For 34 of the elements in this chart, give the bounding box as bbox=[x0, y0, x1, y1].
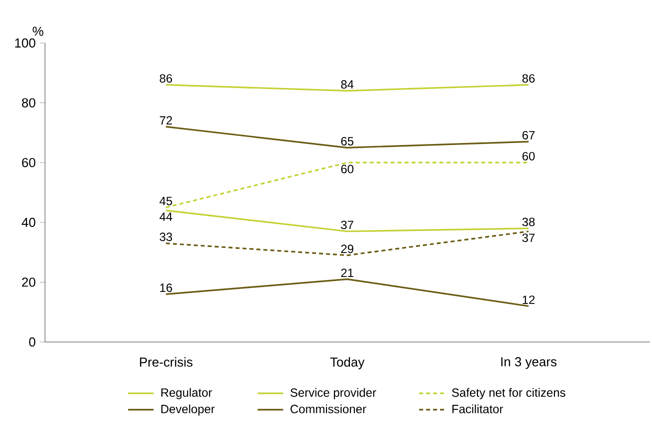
data-label: 37 bbox=[522, 234, 535, 242]
y-tick-label: 0 bbox=[29, 337, 36, 347]
data-label: 65 bbox=[341, 136, 354, 146]
data-label: 16 bbox=[160, 284, 172, 292]
data-label: 44 bbox=[160, 212, 172, 221]
data-label: 86 bbox=[160, 74, 172, 83]
data-label: 45 bbox=[160, 196, 172, 206]
data-label: 12 bbox=[522, 296, 535, 304]
y-tick-label: 60 bbox=[22, 158, 36, 168]
y-tick-label: 80 bbox=[22, 98, 36, 108]
y-axis-title: % bbox=[32, 26, 44, 36]
data-label: 33 bbox=[160, 232, 172, 242]
data-label: 37 bbox=[341, 220, 354, 230]
data-label: 38 bbox=[522, 218, 535, 226]
data-label: 21 bbox=[341, 268, 354, 278]
x-tick-label: Today bbox=[330, 357, 364, 370]
data-label: 60 bbox=[341, 164, 354, 174]
legend-label: Developer bbox=[161, 404, 215, 416]
data-label: 60 bbox=[522, 152, 535, 160]
legend-label: Facilitator bbox=[452, 404, 504, 414]
legend-label: Safety net for citizens bbox=[452, 388, 566, 400]
y-tick-label: 40 bbox=[22, 218, 36, 227]
legend-label: Service provider bbox=[290, 388, 376, 400]
y-tick-label: 20 bbox=[22, 278, 36, 287]
data-label: 72 bbox=[160, 116, 172, 125]
data-label: 86 bbox=[522, 74, 535, 83]
x-tick-label: In 3 years bbox=[501, 357, 556, 369]
legend-label: Regulator bbox=[161, 388, 212, 400]
data-label: 29 bbox=[341, 244, 354, 254]
data-label: 84 bbox=[341, 80, 354, 89]
data-label: 67 bbox=[522, 131, 535, 140]
y-tick-label: 100 bbox=[15, 38, 36, 48]
x-tick-label: Pre-crisis bbox=[140, 357, 192, 367]
legend-label: Commissioner bbox=[290, 404, 366, 414]
